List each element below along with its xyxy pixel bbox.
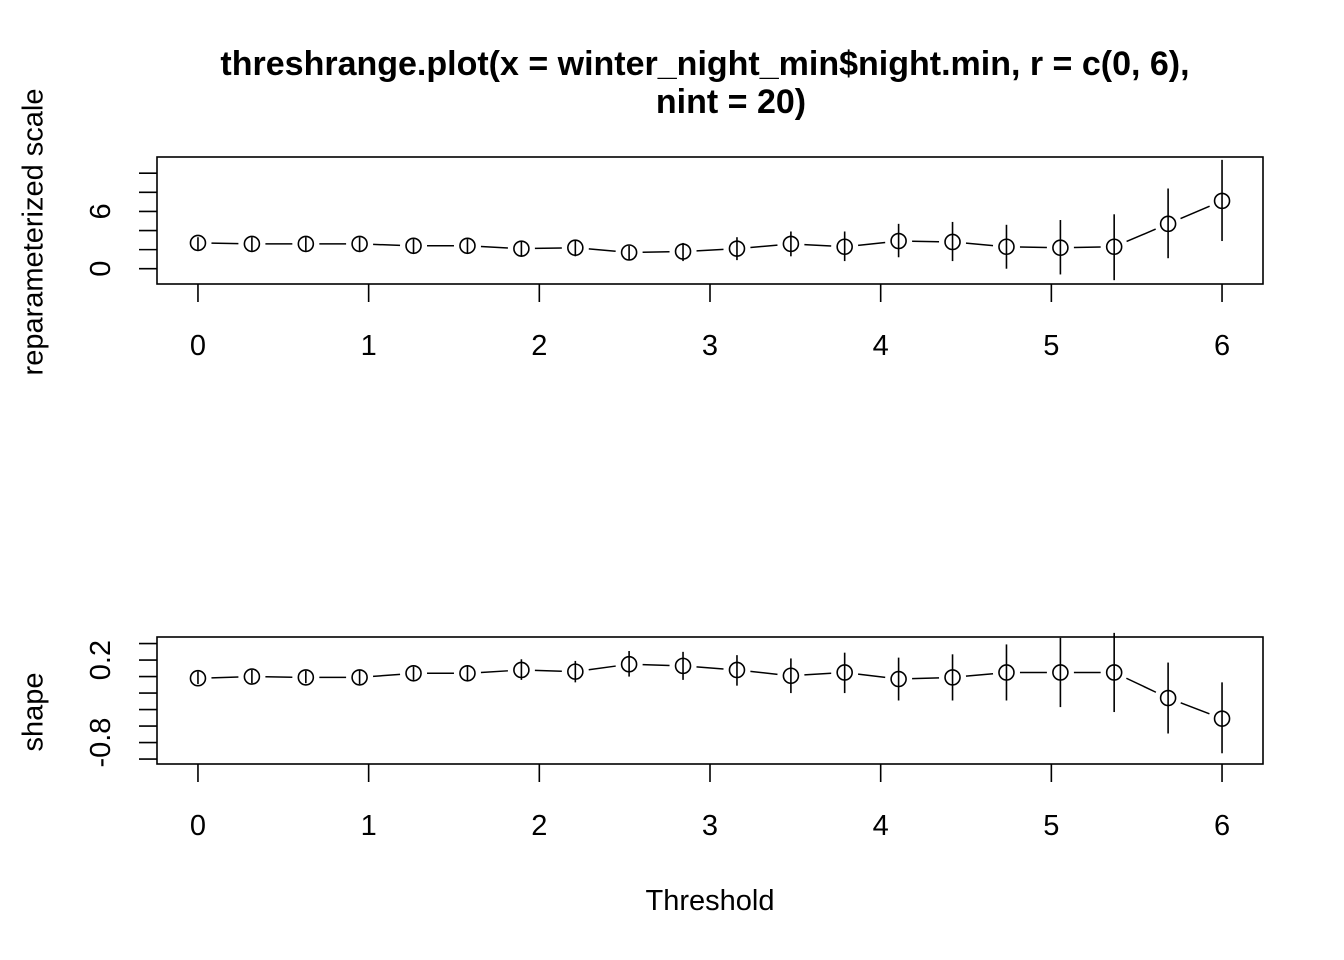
scale-panel: 0 1 2 3 4 5 6 0 6 reparameterized scale: [18, 89, 1264, 376]
connector-line: [750, 670, 778, 676]
x-tick-label: 3: [702, 330, 718, 362]
y-tick-label: 0: [85, 261, 117, 277]
data-point: [513, 240, 530, 257]
x-tick-label: 4: [873, 810, 889, 842]
x-tick-label: 5: [1043, 810, 1059, 842]
y-axis-label: shape: [18, 672, 50, 751]
data-point: [567, 663, 584, 680]
data-point: [189, 669, 207, 687]
data-point: [243, 235, 261, 253]
x-tick-label: 1: [361, 330, 377, 362]
data-point: [1105, 664, 1123, 681]
y-tick-label: 6: [85, 203, 117, 219]
connector-line: [588, 665, 616, 671]
x-tick-label: 2: [531, 330, 547, 362]
connector-line: [1126, 228, 1156, 243]
connector-line: [1180, 205, 1210, 220]
data-point: [297, 235, 315, 253]
y-tick-label: 0.2: [85, 640, 117, 680]
data-point: [890, 232, 907, 250]
x-tick-label: 6: [1214, 330, 1230, 362]
data-point: [620, 244, 638, 261]
plot-frame: [156, 636, 1264, 765]
data-point: [944, 233, 961, 251]
x-tick-label: 1: [361, 810, 377, 842]
y-axis-label: reparameterized scale: [18, 89, 50, 376]
connector-line: [211, 676, 239, 679]
data-point: [351, 235, 368, 253]
connector-line: [480, 245, 508, 249]
data-point: [836, 664, 853, 681]
data-point: [405, 237, 422, 255]
x-tick-label: 0: [190, 810, 206, 842]
data-point: [728, 240, 746, 257]
connector-line: [480, 670, 508, 674]
connector-line: [965, 672, 994, 677]
data-point: [1213, 192, 1231, 210]
connector-line: [804, 243, 832, 247]
connector-line: [1180, 702, 1210, 715]
x-tick-label: 5: [1043, 330, 1059, 362]
data-point: [1159, 689, 1177, 707]
plot-frame: [156, 156, 1264, 285]
connector-line: [588, 248, 616, 253]
data-point: [1213, 710, 1231, 727]
chart-title-line2: nint = 20): [656, 83, 806, 121]
connector-line: [696, 666, 724, 670]
chart-title-line1: threshrange.plot(x = winter_night_min$ni…: [220, 45, 1189, 83]
connector-line: [1126, 677, 1157, 693]
data-point: [890, 670, 907, 688]
data-point: [1052, 239, 1069, 257]
x-tick-label: 2: [531, 810, 547, 842]
data-point: [782, 667, 800, 685]
connector-line: [857, 673, 886, 679]
data-point: [674, 657, 692, 675]
connector-line: [696, 248, 724, 252]
x-tick-label: 3: [702, 810, 718, 842]
data-point: [243, 668, 261, 685]
data-point: [1159, 215, 1177, 233]
data-point: [998, 664, 1015, 681]
data-point: [189, 234, 207, 252]
data-point: [351, 669, 368, 686]
x-tick-label: 6: [1214, 810, 1230, 842]
data-point: [1105, 238, 1123, 256]
connector-line: [373, 243, 401, 247]
data-point: [674, 243, 692, 260]
connector-line: [750, 244, 778, 249]
connector-line: [642, 663, 670, 667]
data-point: [459, 664, 476, 682]
x-tick-label: 4: [873, 330, 889, 362]
connector-line: [912, 677, 940, 680]
connector-line: [965, 242, 994, 247]
data-point: [405, 664, 422, 682]
data-point: [782, 235, 800, 253]
connector-line: [804, 672, 832, 676]
data-point: [620, 655, 638, 673]
data-point: [297, 669, 315, 686]
y-tick-label: -0.8: [85, 718, 117, 768]
data-point: [567, 239, 584, 257]
data-point: [728, 661, 746, 679]
data-point: [836, 238, 853, 256]
connector-line: [858, 241, 886, 247]
data-point: [459, 237, 476, 255]
data-point: [998, 238, 1015, 256]
x-tick-label: 0: [190, 330, 206, 362]
connector-line: [372, 673, 401, 678]
connector-line: [534, 669, 562, 672]
data-point: [1052, 664, 1069, 681]
data-point: [944, 669, 961, 686]
x-axis-label: Threshold: [646, 885, 775, 917]
data-point: [513, 661, 530, 679]
shape-panel: 0 1 2 3 4 5 6 -0.8 0.2 shape Threshold: [18, 632, 1264, 917]
